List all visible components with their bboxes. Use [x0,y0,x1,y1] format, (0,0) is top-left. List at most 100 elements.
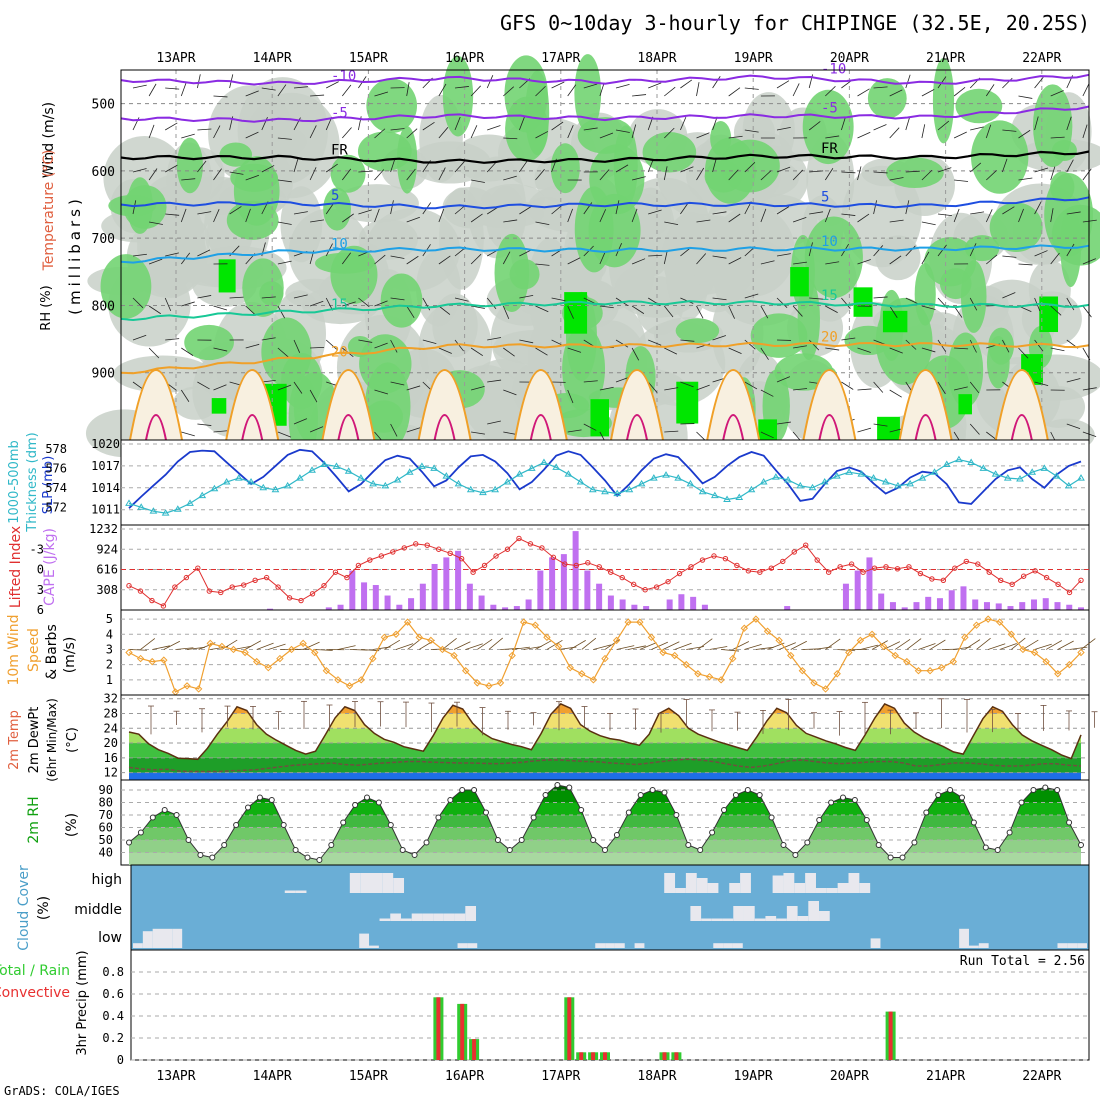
wind-barb [728,135,743,139]
wind-barb [438,208,445,223]
wind-barb [471,305,485,309]
contour-label: 15 [331,297,348,313]
bottom-date-label: 13APR [156,1069,195,1084]
wind-barb [471,431,485,435]
top-date-label: 14APR [253,51,292,66]
temp-ytick-label: 20 [104,736,118,750]
thickness-point [564,470,573,477]
wind-barb [486,297,497,310]
rh-shade-mid [750,313,808,358]
cape-bar [1019,602,1026,610]
thickness-point [125,499,133,506]
wind-barb [1034,116,1039,131]
wind-barb [519,116,525,131]
wind-barb [599,132,614,139]
wind-barb-10m [581,637,597,650]
li-point [975,561,981,567]
wind-barb-10m [221,639,238,650]
rh-point [828,799,835,806]
wind-barb [744,162,756,173]
wind-barb [953,131,967,139]
wind-barb [599,251,606,265]
wind-barb [583,423,597,431]
cape-bar [854,570,861,610]
wind-barb [1066,423,1081,429]
wind-barb [712,335,726,341]
upper-ylabel-wind: Wind (m/s) [41,102,57,178]
wind-barb [245,305,257,316]
wind-speed-point [160,656,168,664]
cloud-high-bar [707,883,719,893]
wind-barb [132,200,137,215]
wind-barb-10m [268,643,286,650]
wind-barb [406,216,420,223]
rh-point [590,837,597,843]
rh-point [721,807,727,813]
thick-ytick-label: 572 [45,500,67,514]
wind-speed-point [264,663,273,672]
wind-barb [374,128,386,139]
cape-bar [901,607,908,610]
wind-barb [390,255,405,259]
wind-barb [615,200,620,215]
cape-bar [419,583,426,610]
cloud-high-bar [826,888,838,893]
wind-barb [374,91,389,97]
wind-barb [197,74,201,89]
li-point [722,556,729,562]
wind-barb [921,305,936,310]
wind-speed-point [473,679,482,687]
temp-ytick-label: 12 [104,766,118,780]
li-point [126,583,132,589]
chart-title: GFS 0~10day 3-hourly for CHIPINGE (32.5E… [500,11,1090,35]
cape-bar [972,599,979,610]
thickness-point [979,464,988,471]
cape-bar [678,594,685,610]
wind-barb [567,305,574,319]
li-point [1020,573,1027,579]
cape-bar [995,603,1002,610]
wind-speed-point [961,633,969,642]
wind-barb-10m [860,644,878,650]
wind-barb [776,376,791,383]
rh-point [959,794,965,801]
li-point [906,564,912,570]
upper-ytick-label: 600 [92,165,115,180]
thickness-point [283,481,292,489]
rh-point [1078,842,1084,848]
thickness-point [784,476,792,483]
wind-barb-10m [442,638,457,650]
wind-barb [1082,83,1090,97]
wind-barb [873,200,878,215]
wind-barb-10m [755,646,774,650]
cape-bar [1030,599,1037,610]
wind-barb [165,338,180,341]
li-point [527,541,534,547]
wind-speed-point [694,670,702,678]
cape-bar [878,593,885,610]
wind-barb [631,258,646,265]
li-point [149,597,155,604]
wind-barb [889,255,902,265]
thickness-point [137,503,146,510]
rh-shade-mid [675,318,720,344]
wind-barb [1050,347,1065,352]
wind-barb [503,431,518,435]
cloud-high-bar [805,873,816,893]
wind-speed-point [450,651,458,660]
wind-speed-point [218,642,226,651]
cloud-high-bar [859,883,871,893]
wind-barb [921,124,926,139]
li-point [367,557,373,563]
rh-shade-high [218,259,236,293]
wind-barb [663,305,674,318]
wind-barb [181,347,194,356]
top-date-label: 18APR [637,51,676,66]
thickness-point [625,485,634,493]
wind-barb [793,261,808,265]
precip-conv-bar [674,1052,679,1060]
li-point [240,582,247,588]
wind-barb [164,297,172,312]
wind-barb [1082,219,1097,223]
li-point [642,587,648,593]
